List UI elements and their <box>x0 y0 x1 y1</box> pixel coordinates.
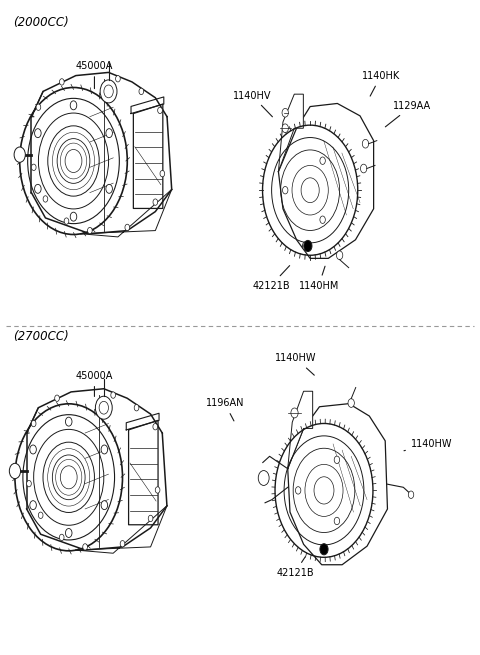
Polygon shape <box>278 94 303 172</box>
Text: 45000A: 45000A <box>76 61 113 88</box>
Circle shape <box>282 109 288 117</box>
Text: 1140HV: 1140HV <box>233 90 273 117</box>
Circle shape <box>362 140 369 148</box>
Circle shape <box>302 242 309 250</box>
Circle shape <box>139 88 144 94</box>
Circle shape <box>320 216 325 223</box>
Circle shape <box>35 128 41 138</box>
Polygon shape <box>288 391 312 469</box>
Circle shape <box>153 199 157 205</box>
Text: 1140HK: 1140HK <box>361 71 400 96</box>
Circle shape <box>106 184 112 193</box>
Circle shape <box>155 487 160 493</box>
Circle shape <box>35 184 41 193</box>
Circle shape <box>87 227 92 234</box>
Text: 1140HW: 1140HW <box>404 439 452 451</box>
Text: 1140HM: 1140HM <box>299 266 339 291</box>
Circle shape <box>64 218 69 224</box>
Circle shape <box>348 399 354 407</box>
Circle shape <box>70 101 77 110</box>
Circle shape <box>60 534 64 540</box>
Circle shape <box>106 128 112 138</box>
Circle shape <box>9 463 21 479</box>
Circle shape <box>120 540 125 547</box>
Circle shape <box>38 512 43 519</box>
Circle shape <box>153 424 157 430</box>
Circle shape <box>100 80 117 103</box>
Circle shape <box>291 408 298 418</box>
Circle shape <box>320 157 325 164</box>
Circle shape <box>60 79 64 85</box>
Circle shape <box>148 515 153 521</box>
Circle shape <box>134 405 139 411</box>
Circle shape <box>96 396 112 419</box>
Circle shape <box>116 75 120 82</box>
Circle shape <box>320 544 328 555</box>
Text: (2000CC): (2000CC) <box>13 16 69 29</box>
Circle shape <box>31 164 36 170</box>
Text: 1196AN: 1196AN <box>205 398 244 421</box>
Circle shape <box>334 517 340 525</box>
Circle shape <box>160 170 165 177</box>
Text: 45000A: 45000A <box>76 371 113 396</box>
Circle shape <box>360 164 367 173</box>
Circle shape <box>55 395 60 402</box>
Circle shape <box>83 544 87 550</box>
Text: 1140HW: 1140HW <box>275 353 317 375</box>
Circle shape <box>36 104 41 111</box>
Circle shape <box>43 196 48 202</box>
Circle shape <box>31 421 36 427</box>
Circle shape <box>157 107 162 113</box>
Circle shape <box>70 212 77 221</box>
Circle shape <box>125 224 130 231</box>
Circle shape <box>65 417 72 426</box>
Circle shape <box>65 529 72 538</box>
Circle shape <box>408 491 414 498</box>
Circle shape <box>101 500 108 510</box>
Circle shape <box>334 456 340 464</box>
Circle shape <box>30 445 36 454</box>
Circle shape <box>336 251 343 259</box>
Text: (2700CC): (2700CC) <box>13 330 69 343</box>
Text: 42121B: 42121B <box>276 557 314 578</box>
Text: 42121B: 42121B <box>252 266 290 291</box>
Circle shape <box>304 240 312 252</box>
Circle shape <box>30 500 36 510</box>
Circle shape <box>26 481 31 487</box>
Circle shape <box>282 124 288 132</box>
Circle shape <box>14 147 25 162</box>
Text: 1129AA: 1129AA <box>385 101 431 127</box>
Circle shape <box>295 487 301 494</box>
Circle shape <box>258 470 269 485</box>
Circle shape <box>283 187 288 194</box>
Circle shape <box>111 392 116 398</box>
Circle shape <box>101 445 108 454</box>
